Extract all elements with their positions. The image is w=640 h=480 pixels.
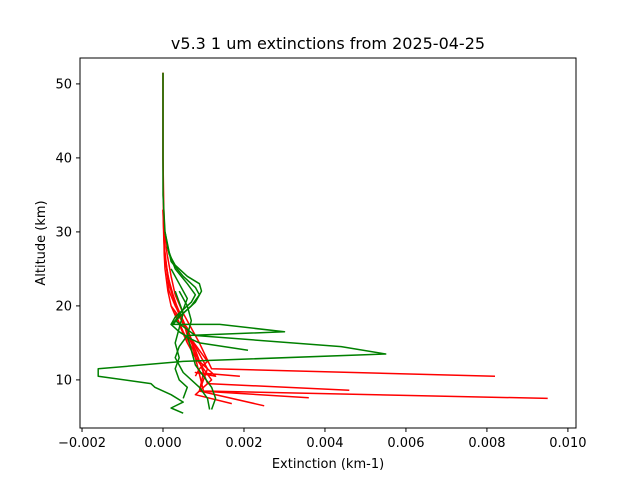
y-tick-label: 20 (55, 299, 72, 314)
x-tick-label: 0.000 (144, 436, 181, 451)
x-tick-label: 0.004 (306, 436, 343, 451)
x-tick-label: 0.010 (549, 436, 586, 451)
plot-frame (79, 57, 577, 429)
y-tick-label: 10 (55, 373, 72, 388)
x-tick-label: 0.002 (225, 436, 262, 451)
series-line-green-10 (164, 231, 286, 410)
series-line-green-11 (166, 246, 249, 352)
x-tick-label: 0.008 (468, 436, 505, 451)
x-tick-label: 0.006 (387, 436, 424, 451)
x-axis-label: Extinction (km-1) (272, 457, 384, 472)
series-line-green-12 (97, 268, 387, 414)
x-axis-ticks: −0.002 0.000 0.002 0.004 0.006 0.008 0.010 (58, 428, 587, 451)
chart-title: v5.3 1 um extinctions from 2025-04-25 (171, 34, 485, 53)
y-axis-label: Altitude (km) (34, 200, 49, 285)
y-tick-label: 30 (55, 225, 72, 240)
y-tick-label: 40 (55, 151, 72, 166)
series-line-green-13 (174, 290, 189, 399)
y-axis-ticks: 10 20 30 40 50 (55, 77, 80, 388)
series-line-green-14 (178, 290, 217, 410)
y-tick-label: 50 (55, 77, 72, 92)
x-tick-label: −0.002 (58, 436, 106, 451)
series-lines (97, 72, 548, 414)
